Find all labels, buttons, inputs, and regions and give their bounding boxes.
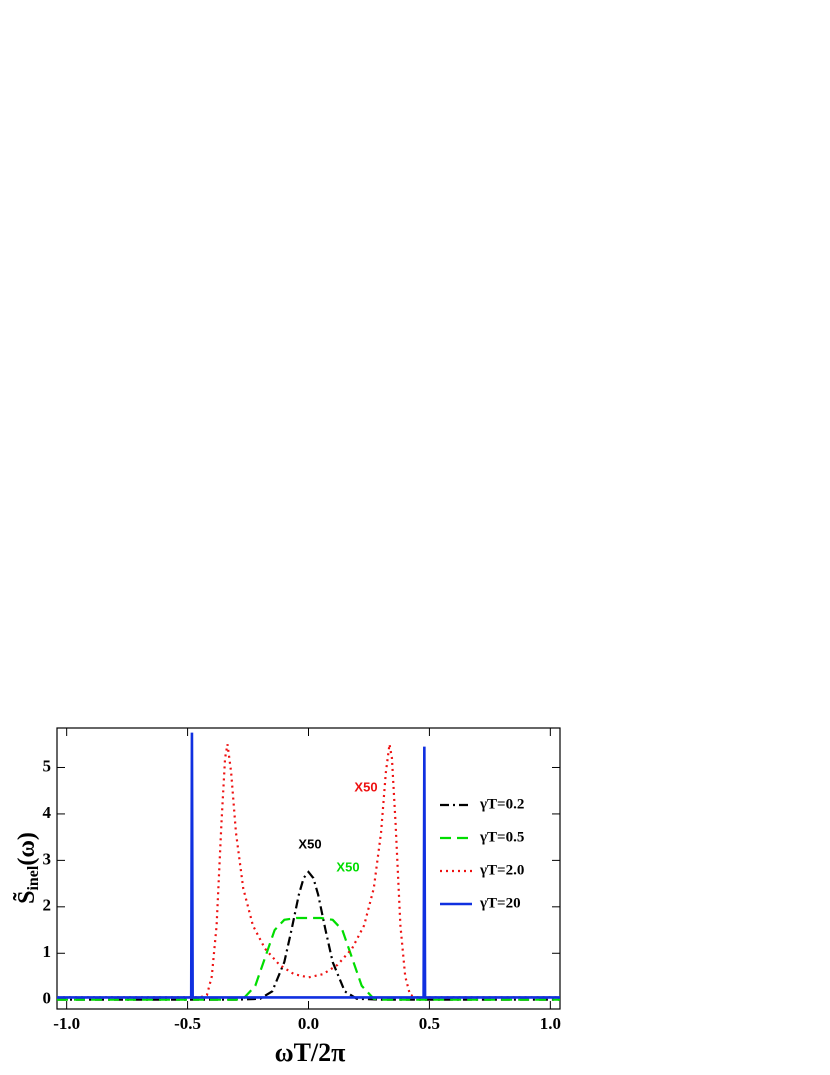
x-tick-label: -1.0 (53, 1014, 80, 1033)
annotation: X50 (354, 779, 377, 794)
legend-label: γT=20 (479, 895, 521, 911)
y-tick-label: 2 (43, 896, 52, 915)
legend-label: γT=2.0 (479, 862, 524, 878)
x-axis-label: ωT/2π (275, 1038, 346, 1067)
y-tick-label: 0 (43, 989, 52, 1008)
x-tick-label: 0.5 (419, 1014, 440, 1033)
y-axis-label: S̃inel(ω) (14, 832, 42, 904)
y-tick-label: 1 (43, 942, 52, 961)
x-tick-label: 1.0 (540, 1014, 561, 1033)
y-label-tail: (ω) (14, 832, 40, 866)
y-tick-label: 4 (43, 803, 52, 822)
series-line (57, 916, 560, 1001)
legend-label: γT=0.2 (479, 796, 524, 812)
y-tick-label: 3 (43, 849, 52, 868)
series-line (57, 744, 560, 999)
y-label-sub: inel (25, 865, 42, 890)
x-tick-label: -0.5 (174, 1014, 201, 1033)
y-label-main: S̃ (14, 891, 40, 904)
legend-label: γT=0.5 (479, 829, 524, 845)
x-tick-label: 0.0 (298, 1014, 319, 1033)
annotation: X50 (298, 836, 321, 851)
y-tick-label: 5 (43, 756, 52, 775)
series-line (57, 870, 560, 1001)
series-line (57, 732, 560, 999)
annotation: X50 (336, 859, 359, 874)
